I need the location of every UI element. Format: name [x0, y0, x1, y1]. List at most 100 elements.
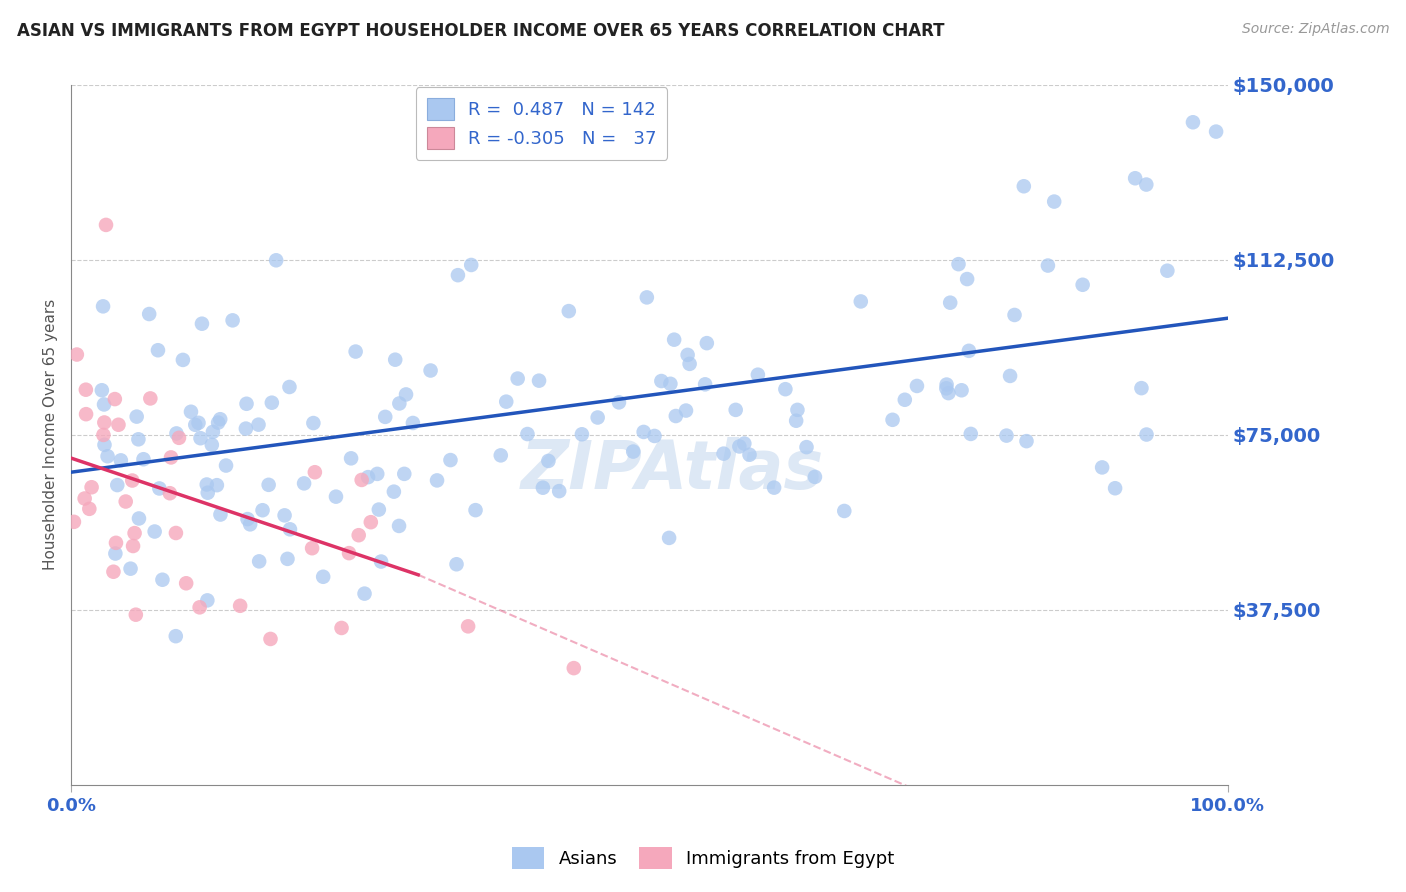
Point [75, 407, 97, 421]
Point [190, 431, 212, 445]
Point [120, 562, 142, 576]
Point [675, 403, 697, 417]
Point [301, 541, 323, 556]
Point [121, 474, 143, 488]
Point [195, 477, 218, 491]
Point [152, 573, 174, 587]
Point [935, 381, 957, 395]
Point [382, 484, 405, 499]
Point [696, 336, 718, 351]
Point [506, 371, 529, 385]
Point [138, 307, 160, 321]
Point [786, 403, 808, 417]
Text: ASIAN VS IMMIGRANTS FROM EGYPT HOUSEHOLDER INCOME OVER 65 YEARS CORRELATION CHAR: ASIAN VS IMMIGRANTS FROM EGYPT HOUSEHOLD… [17, 22, 945, 40]
Point [447, 268, 470, 282]
Point [235, 421, 257, 435]
Point [201, 438, 224, 452]
Point [1104, 481, 1126, 495]
Text: Source: ZipAtlas.com: Source: ZipAtlas.com [1241, 22, 1389, 37]
Point [1012, 179, 1035, 194]
Point [1156, 263, 1178, 277]
Point [738, 448, 761, 462]
Point [495, 394, 517, 409]
Point [330, 621, 353, 635]
Point [209, 508, 232, 522]
Point [347, 528, 370, 542]
Point [388, 396, 411, 410]
Point [395, 387, 418, 401]
Point [935, 377, 957, 392]
Point [236, 512, 259, 526]
Point [180, 405, 202, 419]
Point [678, 357, 700, 371]
Point [665, 409, 688, 423]
Point [350, 473, 373, 487]
Point [110, 453, 132, 467]
Point [107, 417, 129, 432]
Point [419, 363, 441, 377]
Point [1135, 427, 1157, 442]
Point [97, 449, 120, 463]
Point [384, 352, 406, 367]
Point [394, 467, 416, 481]
Y-axis label: Householder Income Over 65 years: Householder Income Over 65 years [44, 299, 58, 571]
Point [221, 313, 243, 327]
Point [93, 397, 115, 411]
Point [139, 392, 162, 406]
Point [114, 494, 136, 508]
Point [148, 482, 170, 496]
Point [516, 427, 538, 442]
Point [205, 478, 228, 492]
Point [658, 531, 681, 545]
Legend: Asians, Immigrants from Egypt: Asians, Immigrants from Egypt [505, 839, 901, 876]
Point [207, 416, 229, 430]
Point [905, 379, 928, 393]
Point [650, 374, 672, 388]
Point [849, 294, 872, 309]
Point [66, 347, 89, 361]
Point [191, 317, 214, 331]
Point [1036, 259, 1059, 273]
Point [91, 299, 114, 313]
Point [571, 427, 593, 442]
Point [464, 503, 486, 517]
Point [1205, 125, 1227, 139]
Point [344, 344, 367, 359]
Point [460, 258, 482, 272]
Point [747, 368, 769, 382]
Point [201, 425, 224, 439]
Point [184, 417, 207, 432]
Point [733, 436, 755, 450]
Point [257, 478, 280, 492]
Point [1004, 308, 1026, 322]
Point [370, 555, 392, 569]
Point [558, 304, 581, 318]
Point [105, 478, 128, 492]
Point [367, 502, 389, 516]
Point [75, 383, 97, 397]
Point [325, 490, 347, 504]
Point [1135, 178, 1157, 192]
Point [1015, 434, 1038, 449]
Point [775, 382, 797, 396]
Point [104, 536, 127, 550]
Point [956, 272, 979, 286]
Point [63, 515, 86, 529]
Point [1181, 115, 1204, 129]
Point [388, 519, 411, 533]
Point [146, 343, 169, 358]
Point [312, 570, 335, 584]
Point [527, 374, 550, 388]
Point [195, 593, 218, 607]
Point [197, 485, 219, 500]
Legend: R =  0.487   N = 142, R = -0.305   N =   37: R = 0.487 N = 142, R = -0.305 N = 37 [416, 87, 668, 160]
Point [360, 515, 382, 529]
Point [621, 444, 644, 458]
Point [278, 522, 301, 536]
Point [607, 395, 630, 409]
Point [894, 392, 917, 407]
Point [938, 386, 960, 401]
Point [122, 539, 145, 553]
Point [804, 470, 827, 484]
Point [374, 409, 396, 424]
